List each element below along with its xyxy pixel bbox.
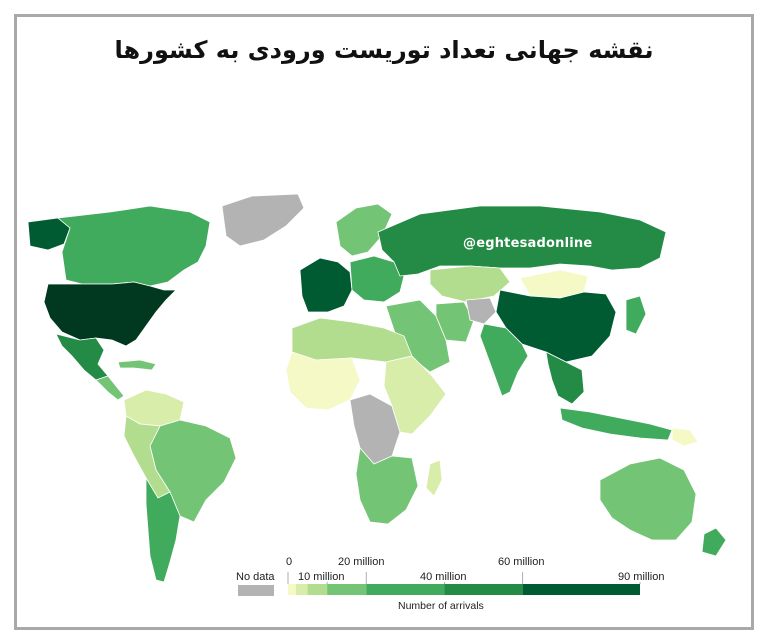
region-afghanistan bbox=[465, 297, 497, 325]
legend-bin-3 bbox=[327, 584, 367, 595]
region-europe-east bbox=[349, 255, 405, 303]
region-iran bbox=[435, 301, 475, 343]
legend-tick-0: 0 bbox=[286, 556, 293, 568]
region-europe-west bbox=[299, 257, 353, 313]
legend-tick-10m: 10 million bbox=[298, 571, 345, 583]
region-chile-argentina bbox=[145, 476, 181, 583]
legend-bin-5 bbox=[444, 584, 523, 595]
region-central-america bbox=[95, 375, 125, 401]
region-caribbean bbox=[117, 359, 157, 371]
region-usa bbox=[43, 281, 177, 347]
watermark: @eghtesadonline bbox=[463, 236, 593, 251]
region-indonesia bbox=[559, 407, 673, 441]
legend-nodata-label: No data bbox=[236, 571, 275, 583]
legend-bin-6 bbox=[522, 584, 640, 595]
region-southern-africa bbox=[355, 447, 419, 525]
region-canada bbox=[57, 205, 211, 287]
region-kazakhstan bbox=[429, 265, 511, 303]
region-new-zealand bbox=[701, 527, 727, 557]
region-greenland bbox=[221, 193, 305, 247]
region-japan bbox=[625, 295, 647, 335]
legend-bin-0 bbox=[288, 584, 296, 595]
legend-tick-20m: 20 million bbox=[338, 556, 385, 568]
legend-bin-1 bbox=[295, 584, 308, 595]
region-west-africa bbox=[285, 351, 361, 411]
legend-bin-4 bbox=[366, 584, 445, 595]
region-russia bbox=[377, 205, 667, 277]
legend-tick-40m: 40 million bbox=[420, 571, 467, 583]
legend-tick-60m: 60 million bbox=[498, 556, 545, 568]
region-australia bbox=[599, 457, 697, 541]
region-madagascar bbox=[425, 459, 443, 497]
page-title: نقشه جهانی تعداد توریست ورودی به کشورها bbox=[114, 36, 654, 64]
region-mexico bbox=[55, 333, 109, 381]
legend-bin-2 bbox=[307, 584, 328, 595]
legend-tick-90m: 90 million bbox=[618, 571, 665, 583]
region-india bbox=[479, 323, 529, 397]
legend-nodata-swatch bbox=[238, 585, 274, 596]
region-southeast-asia bbox=[545, 351, 585, 405]
legend-axis-title: Number of arrivals bbox=[398, 600, 484, 612]
legend-color-scale bbox=[287, 572, 641, 595]
region-papua bbox=[671, 427, 699, 447]
region-east-africa bbox=[383, 355, 447, 435]
